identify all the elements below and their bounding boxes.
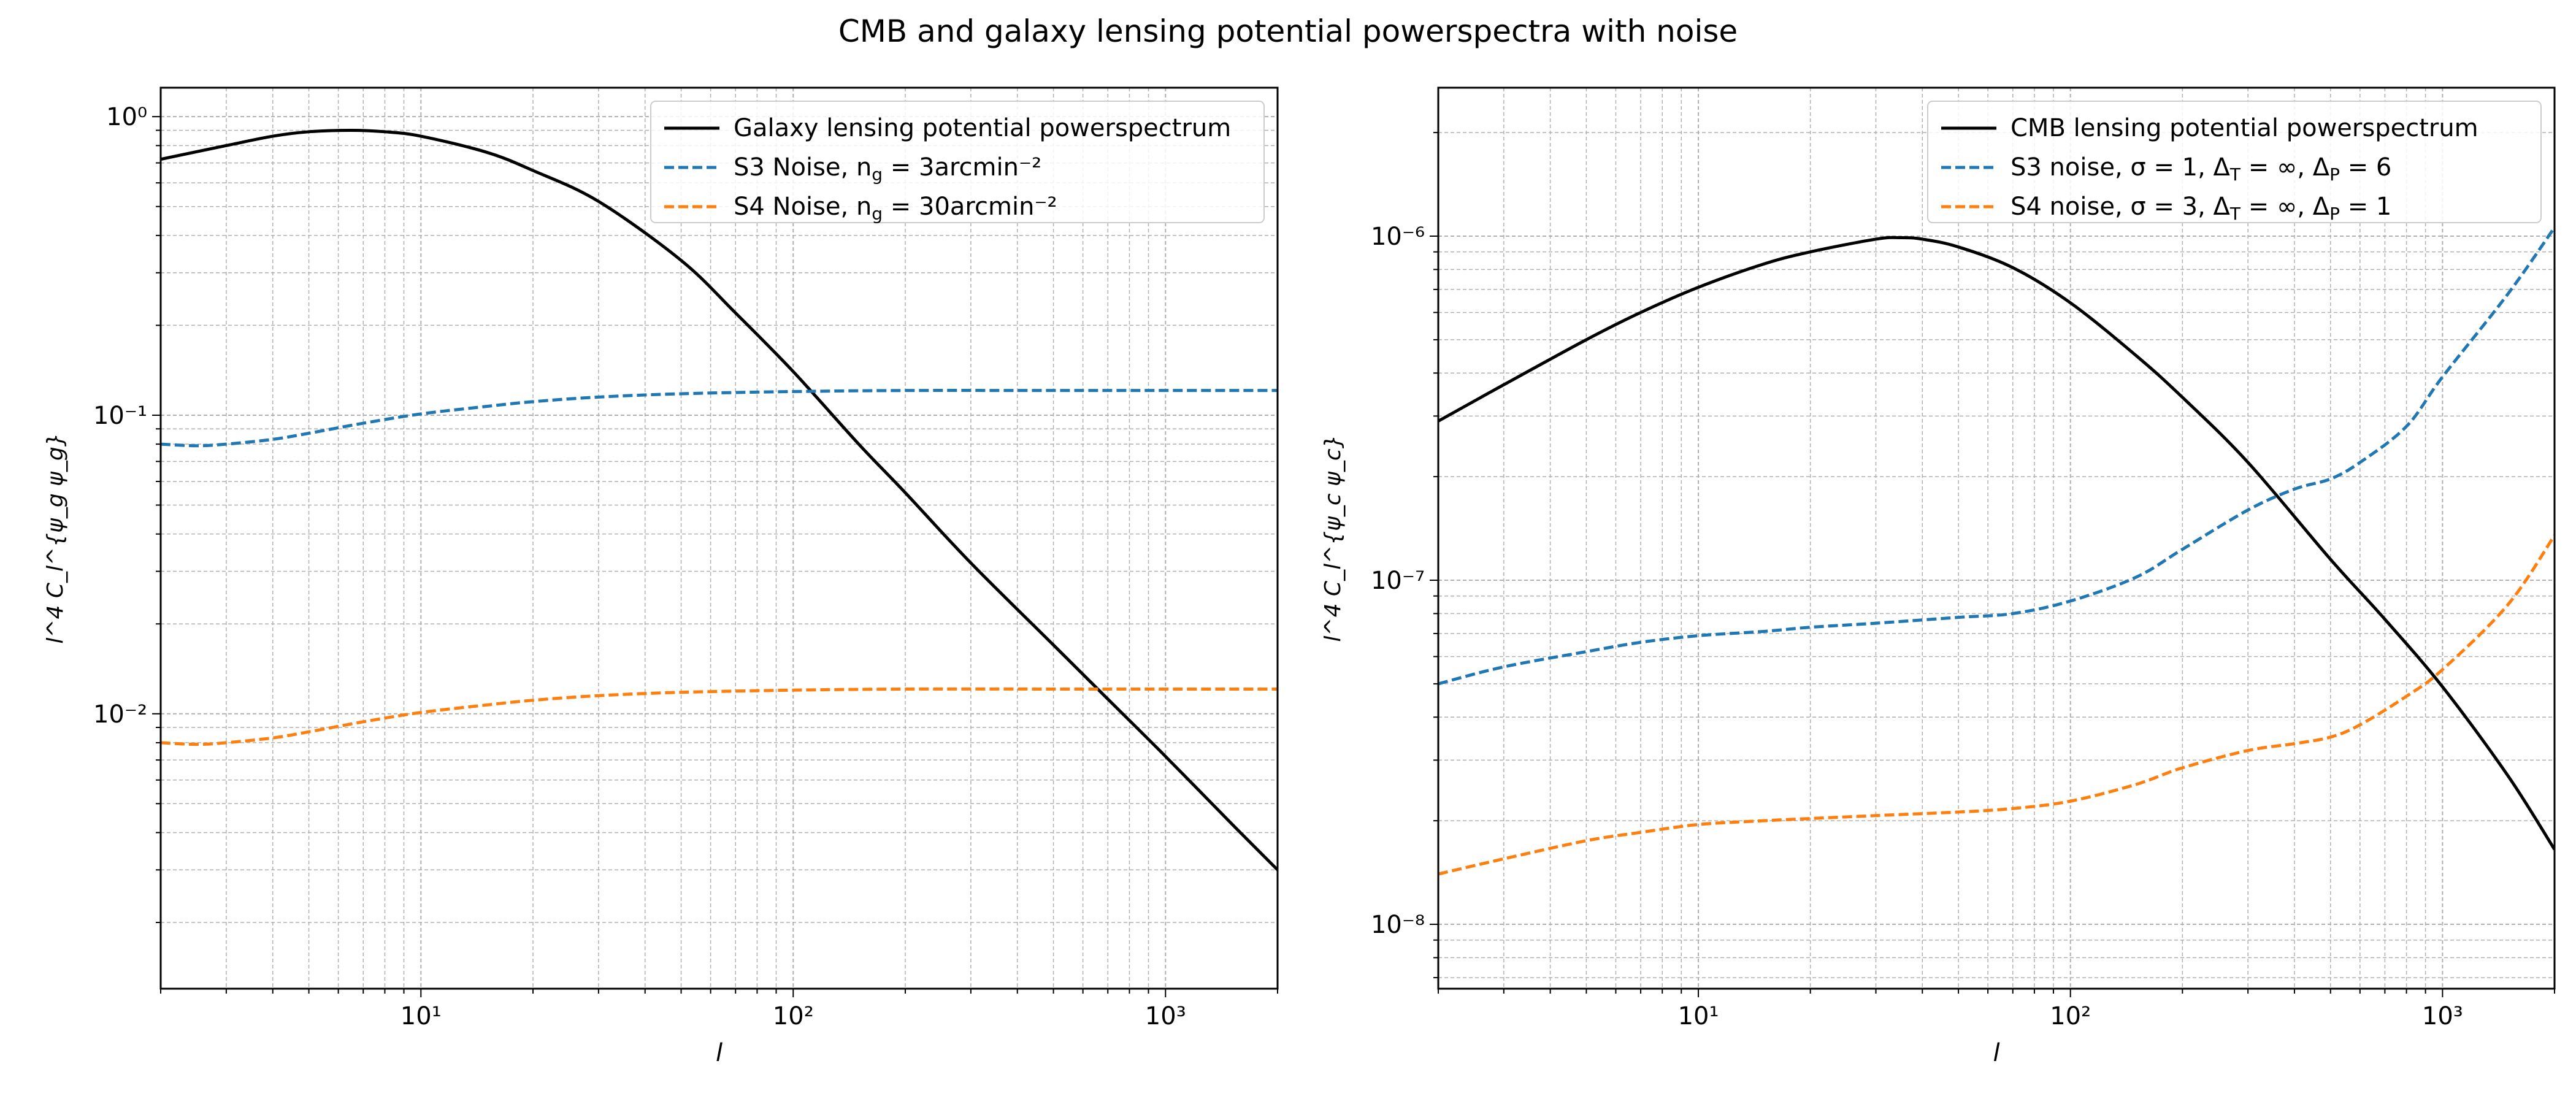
- legend-box: [1927, 101, 2542, 223]
- x-tick-label: 10²: [2050, 1002, 2091, 1030]
- x-tick-label: 10³: [2422, 1002, 2463, 1030]
- cmb-lensing-panel: 10¹ 10² 10³ 10⁻⁶ 10⁻⁷ 10⁻⁸ l l^4 C_l^{ψ_c ψ_c} C…: [1321, 86, 2556, 1067]
- series-line-0: [1438, 236, 2555, 851]
- y-tick-label: 10⁰: [106, 103, 147, 131]
- x-axis-label: l: [716, 1039, 723, 1067]
- y-tick-label: 10⁻⁷: [1371, 567, 1425, 595]
- figure-title: CMB and galaxy lensing potential powersp…: [838, 13, 1738, 49]
- y-tick-label: 10⁻⁶: [1371, 223, 1425, 251]
- legend-entry-0: Galaxy lensing potential powerspectrum: [734, 114, 1231, 142]
- legend-entry-2: S4 noise, σ = 3, ΔT​ = ∞, ΔP​ = 1: [2011, 193, 2391, 224]
- series-line-1: [161, 389, 1278, 448]
- galaxy-lensing-panel: 10¹ 10² 10³ 10⁰ 10⁻¹ 10⁻² l l^4 C_l^{ψ_g ψ_g} Ga…: [43, 86, 1279, 1067]
- x-tick-label: 10²: [773, 1002, 814, 1030]
- y-axis-label: l^4 C_l^{ψ_c ψ_c}: [1321, 434, 1346, 642]
- legend: CMB lensing potential powerspectrum S3 no…: [1927, 101, 2542, 224]
- x-axis-label: l: [1993, 1039, 1999, 1067]
- series-group: [1438, 226, 2555, 876]
- legend-entry-0: CMB lensing potential powerspectrum: [2011, 114, 2478, 142]
- series-line-1: [1438, 226, 2555, 686]
- x-tick-label: 10¹: [401, 1002, 442, 1030]
- series-line-2: [1438, 534, 2555, 876]
- legend-entry-1: S3 noise, σ = 1, ΔT​ = ∞, ΔP​ = 6: [2011, 153, 2391, 185]
- series-line-2: [161, 687, 1278, 746]
- y-tick-label: 10⁻⁸: [1371, 911, 1425, 939]
- y-axis-label: l^4 C_l^{ψ_g ψ_g}: [43, 432, 68, 643]
- plot-frame: [1437, 86, 2556, 990]
- series-group: [161, 128, 1278, 872]
- plot-frame: [159, 86, 1279, 990]
- legend-entry-2: S4 Noise, ng​ = 30arcmin⁻²: [734, 193, 1057, 224]
- x-tick-label: 10¹: [1678, 1002, 1719, 1030]
- y-tick-label: 10⁻²: [93, 700, 147, 729]
- legend: Galaxy lensing potential powerspectrum S3…: [650, 101, 1265, 224]
- series-line-0: [161, 128, 1278, 872]
- legend-entry-1: S3 Noise, ng​ = 3arcmin⁻²: [734, 153, 1041, 185]
- legend-box: [650, 101, 1265, 223]
- y-tick-label: 10⁻¹: [93, 402, 147, 430]
- x-tick-label: 10³: [1145, 1002, 1186, 1030]
